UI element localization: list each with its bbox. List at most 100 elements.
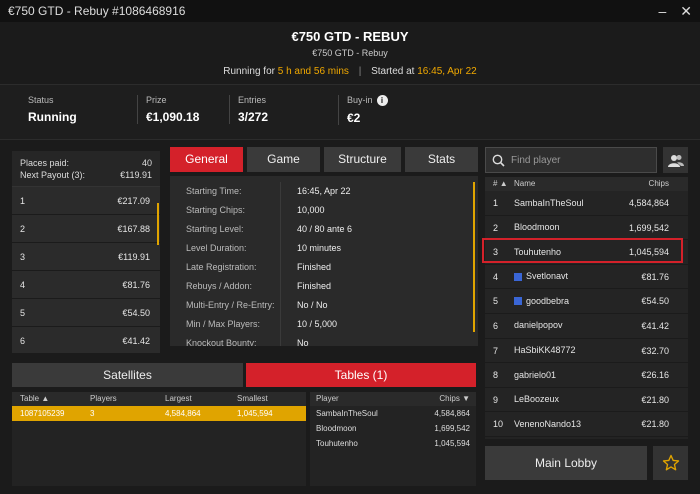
player-row[interactable]: 5 goodbebra €54.50 — [485, 289, 688, 314]
status-value: Running — [28, 110, 77, 124]
table-players-list: Player Chips ▼ SambaInTheSoul 4,584,864 B… — [310, 392, 476, 486]
window-title: €750 GTD - Rebuy #1086468916 — [8, 4, 186, 18]
payout-row: 3 €119.91 — [12, 243, 160, 271]
info-tabs: General Game Structure Stats — [170, 147, 478, 172]
general-row: Rebuys / Addon: Finished — [170, 277, 478, 296]
started-label: Started at — [371, 66, 415, 77]
player-row[interactable]: 8 gabrielo01 €26.16 — [485, 363, 688, 388]
country-flag-icon — [514, 272, 522, 281]
table-player-row[interactable]: Touhutenho 1,045,594 — [316, 439, 470, 448]
table-player-row[interactable]: Bloodmoon 1,699,542 — [316, 424, 470, 433]
separator: | — [358, 66, 362, 77]
sort-asc-icon: ▲ — [41, 394, 50, 403]
buyin-stat: Buy-in i €2 — [338, 95, 388, 126]
payout-row: 1 €217.09 — [12, 187, 160, 215]
entries-value: 3/272 — [238, 110, 269, 124]
col-rank[interactable]: # — [493, 179, 498, 188]
players-list: # ▲ Name Chips 1 SambaInTheSoul 4,584,864 … — [485, 177, 688, 439]
tab-game[interactable]: Game — [247, 147, 320, 172]
player-row[interactable]: 7 HaSbiKK48772 €32.70 — [485, 338, 688, 364]
general-row: Starting Level: 40 / 80 ante 6 — [170, 220, 478, 239]
player-row[interactable]: 1 SambaInTheSoul 4,584,864 — [485, 191, 688, 216]
general-scrollbar[interactable] — [473, 182, 475, 332]
buyin-value: €2 — [347, 111, 361, 126]
users-icon — [667, 154, 684, 167]
tournament-header: €750 GTD - REBUY €750 GTD - Rebuy Runnin… — [0, 22, 700, 84]
tournament-subtitle: €750 GTD - Rebuy — [312, 48, 388, 58]
search-input[interactable] — [511, 154, 651, 166]
general-panel: Starting Time: 16:45, Apr 22 Starting Chi… — [170, 176, 478, 346]
tables-header: Table ▲ Players Largest Smallest — [12, 392, 306, 406]
tab-general[interactable]: General — [170, 147, 243, 172]
tab-structure[interactable]: Structure — [324, 147, 401, 172]
general-row: Multi-Entry / Re-Entry: No / No — [170, 296, 478, 315]
players-header: # ▲ Name Chips — [485, 177, 688, 191]
entries-stat: Entries 3/272 — [229, 95, 268, 124]
payouts-scrollbar[interactable] — [157, 203, 159, 245]
stats-bar: Status Running Prize €1,090.18 Entries 3… — [0, 84, 700, 140]
country-flag-icon — [514, 297, 522, 306]
general-row: Knockout Bounty: No — [170, 334, 478, 346]
info-icon[interactable]: i — [376, 95, 388, 107]
payout-row: 2 €167.88 — [12, 215, 160, 243]
col-table[interactable]: Table — [20, 394, 40, 403]
table-row[interactable]: 1087105239 3 4,584,864 1,045,594 — [12, 406, 306, 421]
col-smallest[interactable]: Smallest — [237, 394, 268, 403]
payout-row: 5 €54.50 — [12, 299, 160, 327]
prize-value: €1,090.18 — [146, 110, 200, 124]
star-icon — [662, 454, 679, 471]
col-chips[interactable]: Chips — [648, 179, 669, 188]
table-players-header: Player Chips ▼ — [310, 392, 476, 406]
payouts-panel: Places paid: 40 Next Payout (3): €119.91 1… — [12, 151, 160, 353]
sort-desc-icon: ▼ — [462, 394, 470, 403]
running-label: Running for — [223, 66, 275, 77]
col-largest[interactable]: Largest — [165, 394, 192, 403]
favorite-button[interactable] — [653, 446, 688, 480]
sort-asc-icon: ▲ — [499, 179, 508, 188]
general-row: Late Registration: Finished — [170, 258, 478, 277]
running-value: 5 h and 56 mins — [277, 66, 349, 77]
general-row: Min / Max Players: 10 / 5,000 — [170, 315, 478, 334]
places-paid-value: 40 — [141, 158, 152, 168]
prize-stat: Prize €1,090.18 — [137, 95, 199, 124]
minimize-button[interactable]: – — [658, 2, 667, 19]
col-name[interactable]: Name — [514, 179, 536, 188]
player-search[interactable] — [485, 147, 657, 173]
table-player-row[interactable]: SambaInTheSoul 4,584,864 — [316, 409, 470, 418]
tab-tables[interactable]: Tables (1) — [246, 363, 476, 387]
player-row[interactable]: 2 Bloodmoon 1,699,542 — [485, 215, 688, 241]
places-paid-label: Places paid: — [20, 158, 70, 168]
col-chips[interactable]: Chips — [439, 394, 460, 403]
prize-label: Prize — [146, 95, 167, 105]
player-row[interactable]: 3 Touhutenho 1,045,594 — [485, 240, 688, 265]
next-payout-label: Next Payout (3): — [20, 170, 86, 180]
close-button[interactable]: ✕ — [680, 2, 692, 19]
general-row: Starting Time: 16:45, Apr 22 — [170, 182, 478, 201]
search-icon — [492, 154, 505, 167]
tab-stats[interactable]: Stats — [405, 147, 478, 172]
started-value: 16:45, Apr 22 — [417, 66, 477, 77]
bottom-tabs: Satellites Tables (1) — [12, 363, 476, 387]
entries-label: Entries — [238, 95, 267, 105]
title-bar: €750 GTD - Rebuy #1086468916 – ✕ — [0, 0, 700, 22]
general-row: Starting Chips: 10,000 — [170, 201, 478, 220]
status-label: Status — [28, 95, 54, 105]
players-filter-button[interactable] — [663, 147, 688, 173]
buyin-label: Buy-in — [347, 95, 373, 105]
player-row[interactable]: 9 LeBoozeux €21.80 — [485, 387, 688, 413]
col-players[interactable]: Players — [90, 394, 117, 403]
next-payout-value: €119.91 — [120, 170, 152, 180]
tournament-title: €750 GTD - REBUY — [291, 29, 409, 44]
col-player[interactable]: Player — [316, 394, 339, 403]
main-lobby-button[interactable]: Main Lobby — [485, 446, 647, 480]
payout-row: 4 €81.76 — [12, 271, 160, 299]
player-row-selected[interactable]: 4 Svetlonavt €81.76 — [485, 264, 688, 290]
tables-list: Table ▲ Players Largest Smallest 1087105… — [12, 392, 306, 486]
status-stat: Status Running — [28, 95, 77, 124]
player-row[interactable]: 10 VenenoNando13 €21.80 — [485, 412, 688, 437]
payouts-summary: Places paid: 40 Next Payout (3): €119.91 — [12, 151, 160, 187]
player-row[interactable]: 6 danielpopov €41.42 — [485, 313, 688, 339]
payout-row: 6 €41.42 — [12, 327, 160, 353]
tab-satellites[interactable]: Satellites — [12, 363, 243, 387]
general-row: Level Duration: 10 minutes — [170, 239, 478, 258]
